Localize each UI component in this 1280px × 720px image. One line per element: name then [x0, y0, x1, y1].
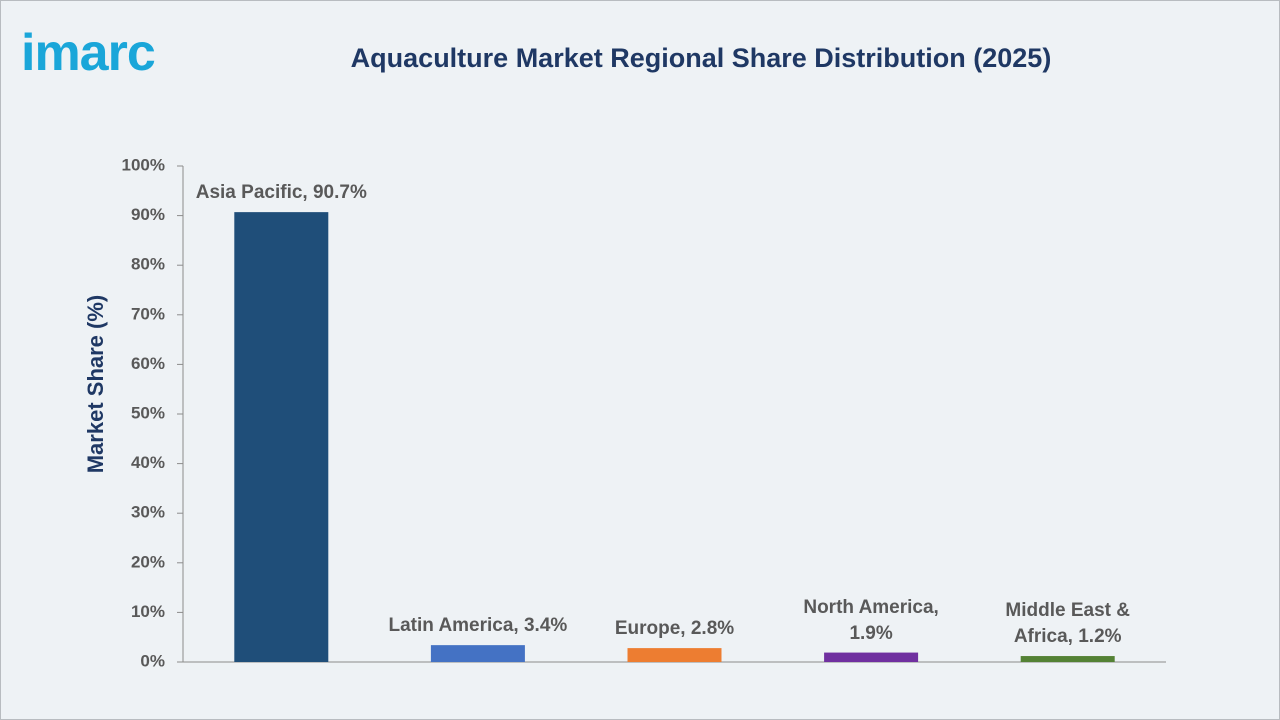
- y-tick-label: 90%: [131, 205, 165, 224]
- value-label: North America, 1.9%: [803, 596, 939, 644]
- chart-title: Aquaculture Market Regional Share Distri…: [350, 43, 1052, 73]
- value-label: Europe, 2.8%: [614, 618, 735, 640]
- y-tick-label: 30%: [131, 503, 165, 522]
- value-label: Middle East & Africa, 1.2%: [1005, 600, 1130, 648]
- logo: imarc: [21, 24, 156, 82]
- bar: [824, 652, 919, 662]
- y-tick-label: 10%: [131, 602, 165, 621]
- value-label: Asia Pacific, 90.7%: [195, 182, 367, 204]
- y-tick-label: 60%: [131, 354, 165, 373]
- y-tick-label: 20%: [131, 552, 165, 571]
- bar: [627, 648, 722, 662]
- y-axis-title: Market Share (%): [83, 295, 108, 474]
- y-tick-label: 70%: [131, 304, 165, 323]
- bar: [234, 212, 329, 663]
- y-tick-label: 80%: [131, 255, 165, 274]
- y-tick-label: 50%: [131, 403, 165, 422]
- y-tick-label: 100%: [122, 155, 165, 174]
- bar: [430, 645, 525, 662]
- value-label: Latin America, 3.4%: [388, 615, 568, 637]
- y-tick-label: 0%: [140, 651, 165, 670]
- y-tick-label: 40%: [131, 453, 165, 472]
- bar: [1020, 656, 1115, 662]
